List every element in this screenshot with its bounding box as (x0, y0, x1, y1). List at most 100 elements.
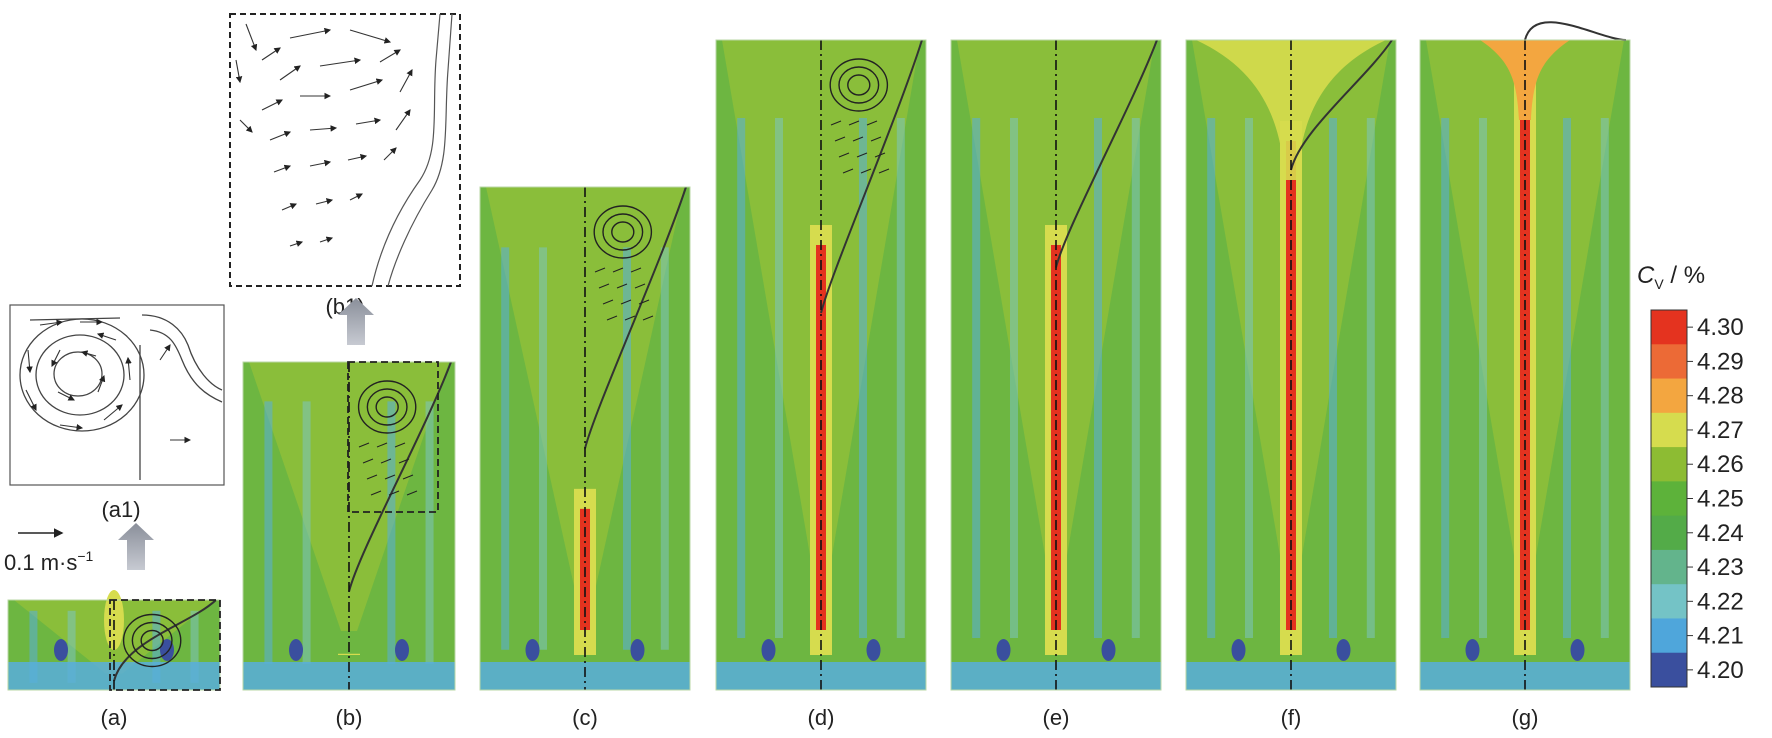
panel-velocity-vector (620, 299, 632, 305)
panel-segregation-streak (1479, 118, 1487, 638)
colorbar-swatch (1651, 412, 1687, 448)
panel-negative-spot (1465, 639, 1480, 661)
panel-velocity-vector (606, 315, 618, 321)
colorbar-swatch (1651, 549, 1687, 585)
panel-velocity-vector (612, 267, 624, 273)
panel-solidification-front (1055, 39, 1158, 268)
panel-velocity-vector (634, 283, 646, 289)
panel-velocity-vector (842, 168, 854, 174)
panel-segregation-streak (1207, 118, 1216, 638)
panel-segregation-streak (1010, 118, 1018, 638)
panel-negative-spot (761, 639, 776, 661)
panel-segregation-streak (1441, 118, 1450, 638)
panel-segregation-streak (896, 118, 905, 638)
panel-velocity-vector (848, 120, 860, 126)
panel-g: (g) (1419, 21, 1631, 730)
panel-negative-spot (395, 639, 409, 661)
panel-velocity-vector (830, 120, 842, 126)
panel-velocity-vector (638, 299, 650, 305)
panel-negative-spot (1101, 639, 1116, 661)
panel-segregation-streak (623, 247, 631, 650)
colorbar-tick-label: 4.28 (1697, 383, 1744, 410)
panel-segregation-streak (29, 610, 38, 683)
inset-b1: (b1) (229, 13, 461, 319)
inset-a1-source-box (109, 599, 221, 691)
colorbar-swatch (1651, 378, 1687, 414)
panel-solidification-front (348, 361, 452, 592)
colorbar-tick-label: 4.26 (1697, 451, 1744, 478)
panel-velocity-vector (388, 490, 400, 496)
colorbar-swatch (1651, 618, 1687, 654)
panel-segregation-streak (1600, 118, 1609, 638)
panel-solidification-front (1524, 21, 1627, 41)
colorbar-swatch (1651, 481, 1687, 517)
panel-label: (g) (1512, 705, 1539, 730)
inset-b1-source-box (347, 361, 439, 513)
velocity-scale-text: 0.1 m·s (4, 550, 77, 575)
inset-b1-walls (371, 13, 453, 287)
panel-vortex (611, 221, 635, 243)
panel-label: (d) (808, 705, 835, 730)
panel-border (1185, 39, 1397, 691)
up-arrow-b1 (338, 298, 374, 345)
panel-vortex (375, 396, 399, 418)
colorbar-tick-label: 4.27 (1697, 417, 1744, 444)
panel-stem-red (816, 245, 826, 630)
velocity-scale-superscript: −1 (77, 548, 93, 564)
panel-velocity-vector (630, 267, 642, 273)
panel-segregation-streak (1131, 118, 1140, 638)
panel-c: (c) (479, 186, 691, 730)
colorbar-swatch (1651, 447, 1687, 482)
panel-d: (d) (715, 39, 927, 730)
panel-velocity-vector (594, 267, 606, 273)
panel-negative-spot (289, 639, 303, 661)
up-arrow-a1 (118, 523, 154, 570)
panel-segregation-streak (972, 118, 981, 638)
panel-velocity-vector (602, 299, 614, 305)
panel-vortex (131, 621, 173, 660)
panel-stem-red (1051, 245, 1061, 630)
panel-velocity-vector (616, 283, 628, 289)
panel-segregation-streak (152, 610, 161, 683)
inset-a1-vortex (19, 314, 223, 480)
colorbar-tick-label: 4.24 (1697, 520, 1744, 547)
panel-velocity-vector (624, 315, 636, 321)
panel-segregation-streak (67, 610, 76, 683)
colorbar-tick-label: 4.25 (1697, 486, 1744, 513)
panel-velocity-vector (598, 283, 610, 289)
panel-f: (f) (1185, 39, 1397, 730)
panel-solidification-front (1290, 39, 1393, 171)
colorbar-swatch (1651, 344, 1687, 380)
panel-negative-spot (1336, 639, 1351, 661)
colorbar-swatch (1651, 584, 1687, 619)
inset-a1: (a1) (9, 304, 225, 522)
panel-segregation-streak (302, 401, 311, 664)
panel-velocity-vector (856, 152, 868, 158)
panels-group: (a) (b) (c) (d) (e) (f) (g) (7, 21, 1631, 730)
panel-label: (a) (101, 705, 128, 730)
panel-b: (b) (242, 361, 456, 730)
panel-label: (b) (336, 705, 363, 730)
panel-vortex (140, 629, 164, 652)
panel-vortex (593, 205, 653, 259)
panel-vortex (602, 213, 644, 251)
inset-b1-arrows (235, 23, 413, 247)
inset-a1-label: (a1) (101, 497, 140, 522)
panel-vortex (829, 58, 889, 112)
colorbar-title: CV / % (1637, 262, 1705, 292)
panel-segregation-streak (1563, 118, 1571, 638)
panel-velocity-vector (384, 474, 396, 480)
panel-velocity-vector (402, 474, 414, 480)
panel-e: (e) (950, 39, 1162, 730)
colorbar-title-main: C (1637, 262, 1655, 289)
colorbar: CV / % 4.304.294.284.274.264.254.244.234… (1637, 262, 1744, 688)
panel-velocity-vector (834, 136, 846, 142)
panel-solidification-front (820, 39, 923, 314)
panel-velocity-vector (852, 136, 864, 142)
panel-segregation-streak (387, 401, 396, 664)
panel-negative-spot (1570, 639, 1585, 661)
panel-segregation-streak (859, 118, 867, 638)
panel-border (479, 186, 691, 691)
panel-segregation-streak (660, 247, 669, 650)
